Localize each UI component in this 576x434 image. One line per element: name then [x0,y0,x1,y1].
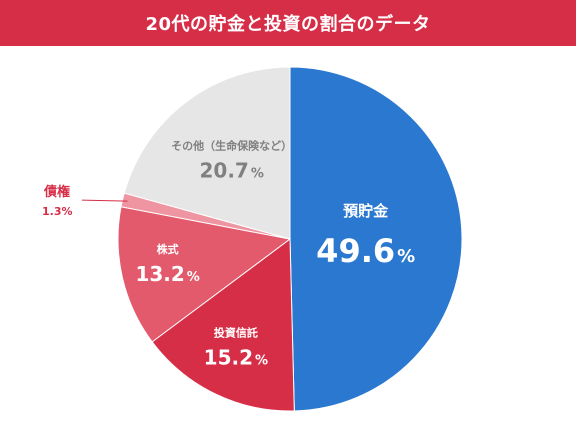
slice-value-0: 49.6% [316,232,415,270]
pie-chart-area: 預貯金 49.6% 投資信託 15.2% 株式 13.2% 債権 1.3% その他（生命保険など… [0,46,576,430]
slice-label-2: 株式 [157,242,179,256]
pie-slice-0 [289,66,463,412]
slice-value-2: 13.2% [135,262,199,286]
pie-chart: 預貯金 49.6 % 投資信託 15.2 % 株式 13.2 % 債権 1.3% その他（生命保険など… [42,66,463,412]
annotation-value: 1.3% [42,205,73,218]
slice-label-4: その他（生命保険など） [171,138,292,152]
annotation-label: 債権 [43,184,70,200]
annotation-leader-line [81,199,128,202]
pie-slice-4 [123,66,291,240]
pie-slice-2 [117,206,292,343]
chart-title: 20代の貯金と投資の割合のデータ [145,14,431,35]
slice-label-0: 預貯金 [343,202,389,220]
slice-label-1: 投資信託 [214,325,258,339]
slice-value-1: 15.2% [204,345,268,369]
slice-value-4: 20.7% [199,158,263,182]
pie-slice-1 [151,238,295,412]
chart-title-bar: 20代の貯金と投資の割合のデータ [0,0,576,46]
